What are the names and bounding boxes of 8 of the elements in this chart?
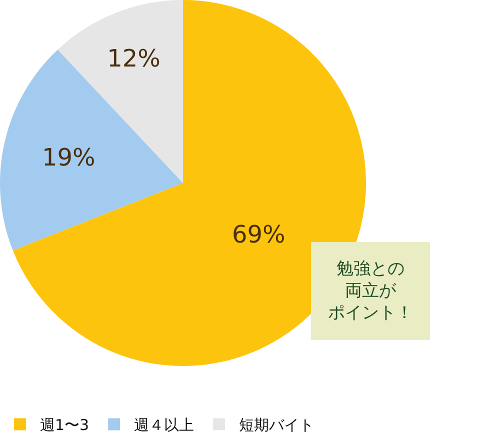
legend-label: 短期バイト (239, 416, 314, 434)
legend-label: 週４以上 (134, 416, 194, 434)
data-label: 19% (42, 143, 96, 172)
data-label: 69% (232, 220, 286, 248)
data-label: 12% (107, 44, 160, 73)
pie-slice (0, 50, 183, 250)
legend-label: 週1〜3 (40, 416, 90, 434)
text: 勉強との両立がポイント！ (328, 259, 413, 324)
